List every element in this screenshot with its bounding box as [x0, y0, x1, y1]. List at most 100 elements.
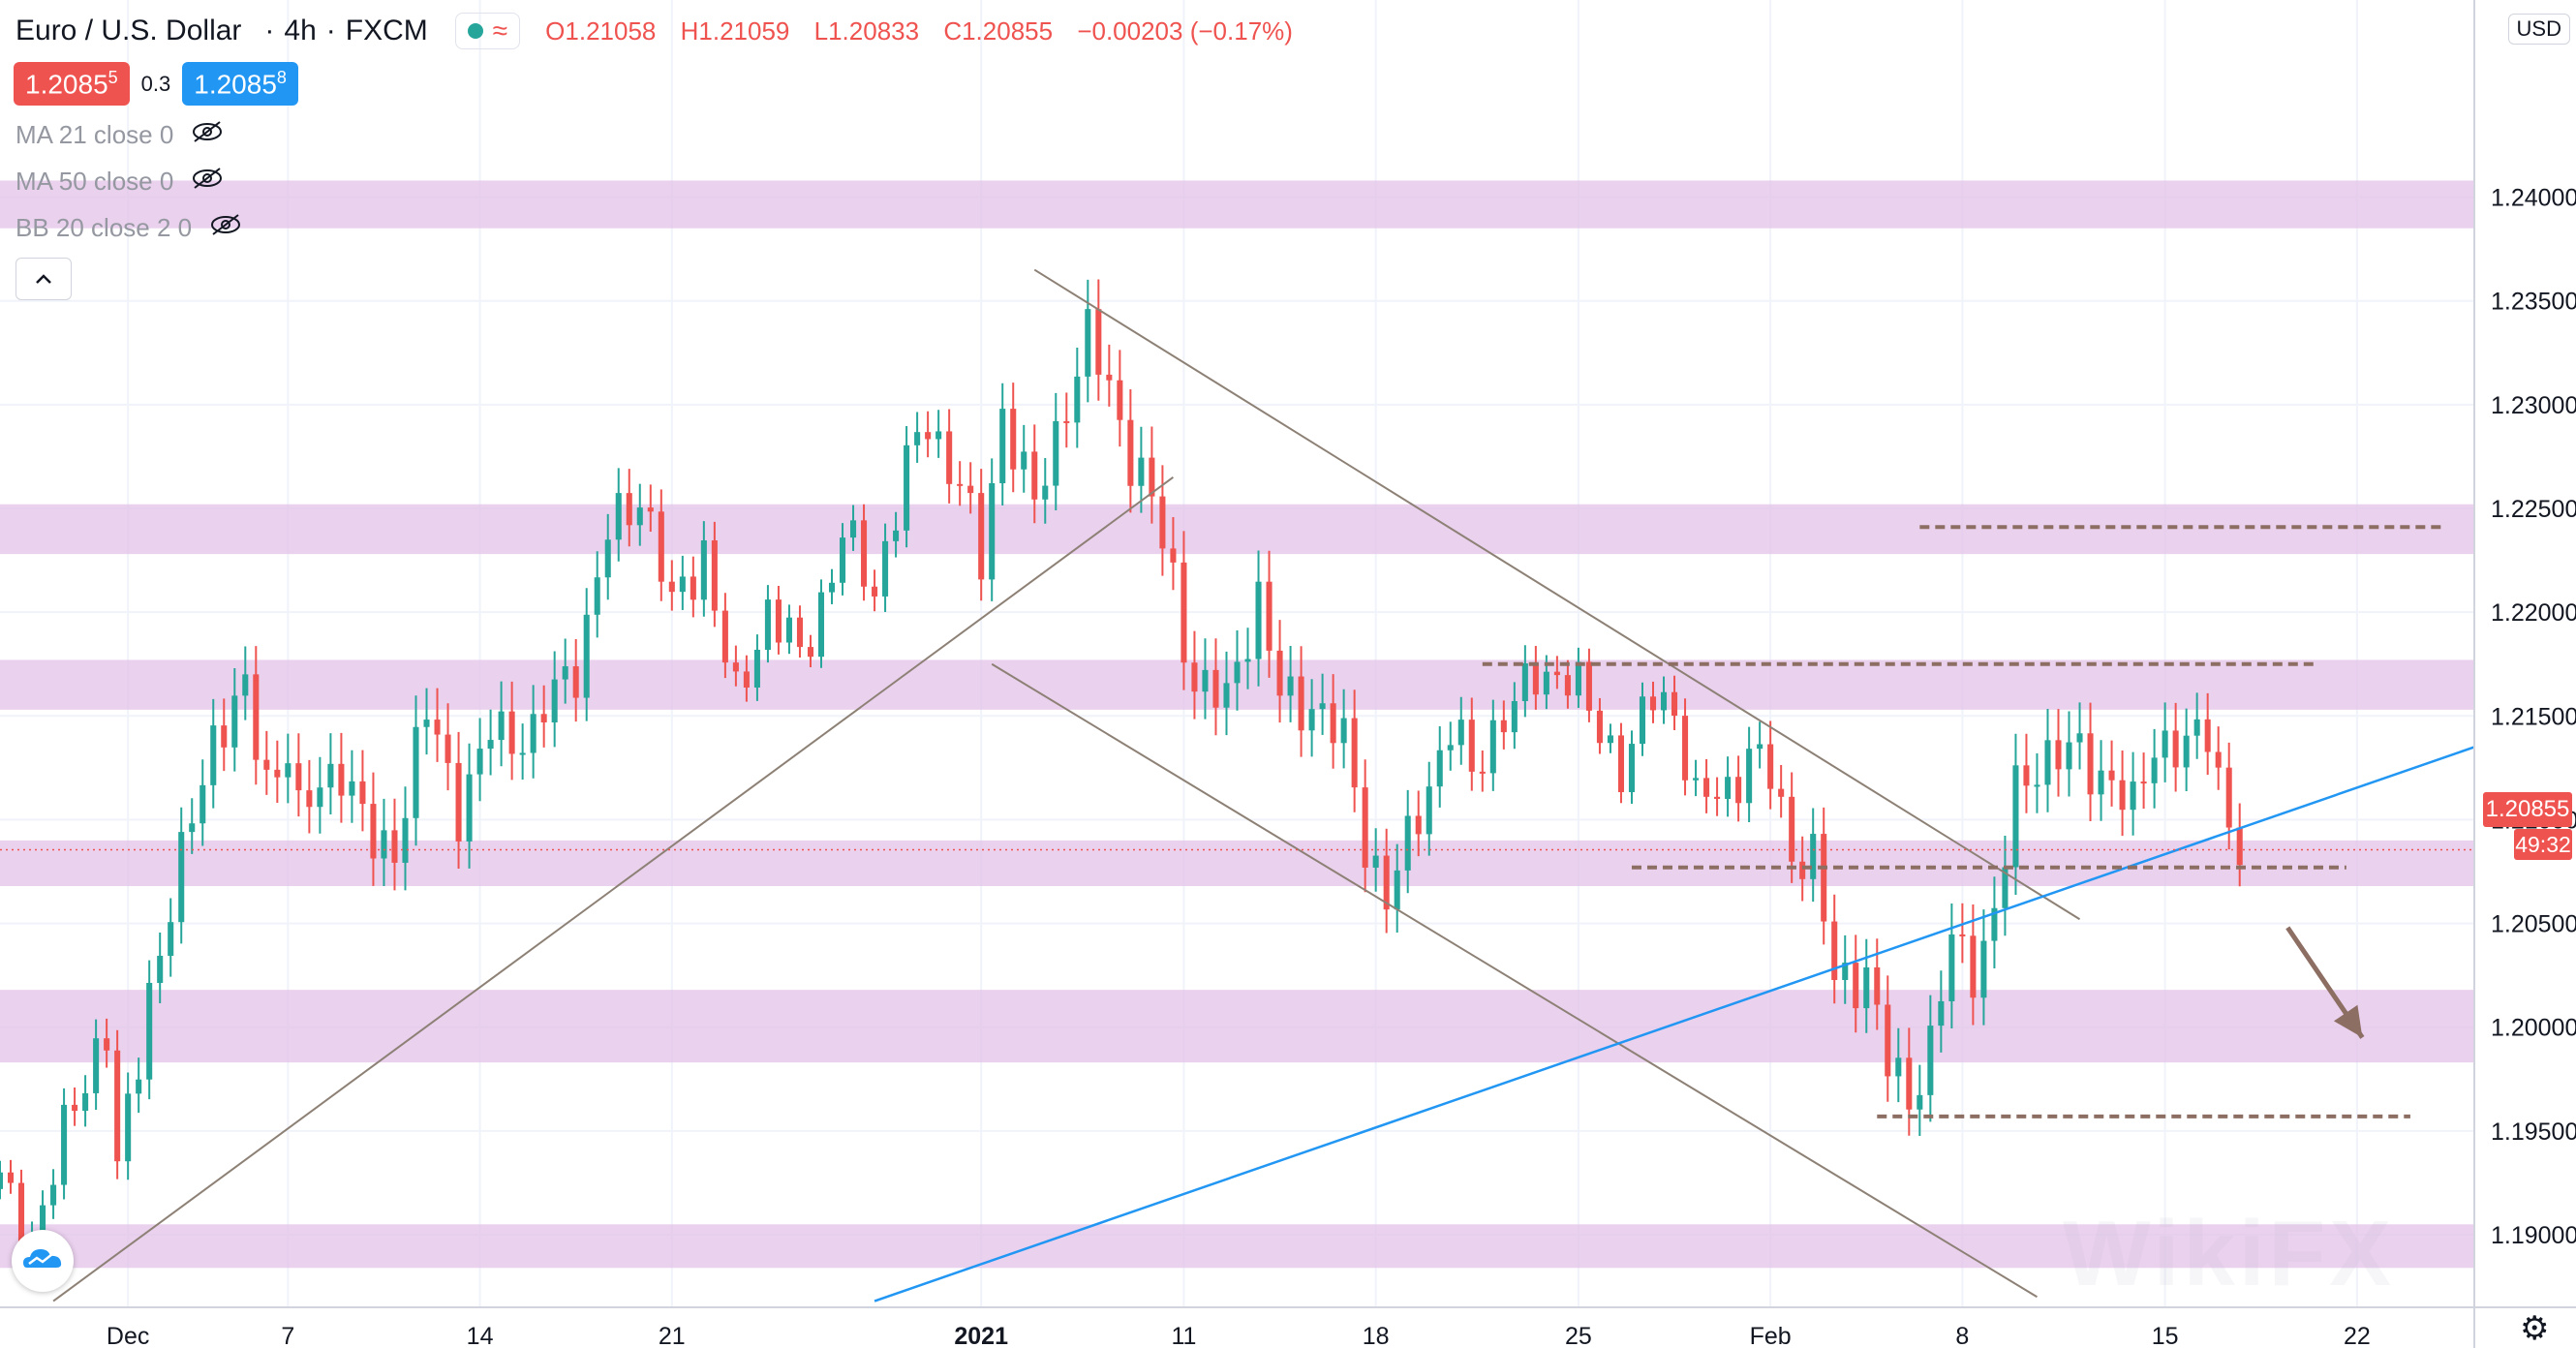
trend-line[interactable] [991, 662, 2038, 1299]
support-resistance-zones [0, 180, 2474, 1269]
indicator-label: MA 21 close 0 [15, 120, 174, 149]
candle-body [72, 1104, 78, 1112]
candle-body [274, 769, 281, 778]
candle-body [1543, 671, 1549, 695]
price-tick-label: 1.24000 [2491, 185, 2576, 212]
candle-body [295, 763, 302, 791]
tradingview-logo-button[interactable] [12, 1230, 74, 1292]
candle-body [850, 520, 857, 538]
time-tick-label: 15 [2152, 1323, 2179, 1348]
header-separator: · [264, 15, 275, 46]
candle-body [1212, 669, 1219, 708]
candle-body [626, 493, 632, 526]
indicator-ma50[interactable]: MA 50 close 0 [15, 167, 224, 197]
indicator-label: BB 20 close 2 0 [15, 213, 193, 242]
candle-body [210, 725, 217, 785]
candle-body [989, 483, 996, 580]
drawn-trend-lines[interactable] [0, 268, 2475, 1302]
candle-body [1778, 788, 1785, 797]
interval-label[interactable]: 4h [284, 15, 317, 46]
candle-body [1671, 691, 1678, 717]
candle-body [785, 617, 792, 643]
candle-body [1031, 451, 1038, 500]
market-open-icon [467, 23, 483, 39]
candle-body [1575, 661, 1581, 696]
candle-body [146, 982, 153, 1080]
high-value: H1.21059 [680, 15, 790, 46]
indicator-bb20[interactable]: BB 20 close 2 0 [15, 213, 242, 243]
candle-body [125, 1093, 132, 1162]
candle-body [1415, 815, 1422, 835]
candle-body [658, 511, 664, 582]
candle-body [2130, 781, 2136, 811]
candle-body [1714, 796, 1721, 799]
sr-zone [0, 1224, 2474, 1269]
header-separator: · [325, 15, 336, 46]
time-tick-label: 2021 [954, 1323, 1008, 1348]
candle-body [893, 530, 900, 541]
candle-body [1191, 662, 1198, 692]
candle-body [1479, 771, 1486, 774]
candle-body [1596, 710, 1603, 744]
candle-body [1532, 662, 1539, 695]
cloud-logo-icon [21, 1244, 64, 1278]
candle-body [1042, 485, 1049, 500]
trend-line[interactable] [52, 476, 1175, 1302]
candle-body [1938, 1000, 1945, 1026]
close-value: C1.20855 [943, 15, 1054, 46]
candle-body [1980, 940, 1987, 998]
eye-hidden-icon[interactable] [191, 120, 224, 150]
trend-line[interactable] [1033, 268, 2081, 921]
candle-body [370, 804, 377, 859]
time-tick-label: 25 [1565, 1323, 1592, 1348]
candle-body [540, 714, 547, 723]
sell-price-sup: 5 [107, 68, 118, 87]
candle-body [402, 817, 409, 863]
settings-gear-icon[interactable]: ⚙ [2520, 1310, 2550, 1347]
candle-body [1095, 309, 1102, 375]
currency-label[interactable]: USD [2507, 14, 2570, 45]
eye-hidden-icon[interactable] [209, 213, 242, 243]
candle-body [679, 576, 686, 593]
sell-button[interactable]: 1.20855 [14, 62, 130, 107]
candle-body [1021, 451, 1027, 470]
candle-body [327, 763, 334, 788]
candle-body [2151, 757, 2158, 783]
candle-body [391, 830, 398, 863]
quote-buttons: 1.20855 0.3 1.20858 [14, 62, 298, 107]
candle-body [2162, 730, 2168, 758]
candle-body [2204, 719, 2211, 752]
candle-body [743, 671, 750, 689]
candle-body [647, 507, 654, 512]
market-status-pill[interactable]: ≈ [454, 13, 521, 49]
blue-trend-line[interactable] [874, 746, 2475, 1302]
candle-body [1426, 786, 1432, 835]
candle-body [1564, 675, 1571, 696]
spread-value: 0.3 [140, 71, 171, 96]
candle-body [1117, 380, 1123, 420]
candle-body [2034, 784, 2040, 787]
candle-body [1617, 735, 1624, 793]
candle-body [2172, 730, 2179, 768]
candle-body [2183, 735, 2190, 768]
candle-body [1063, 420, 1070, 423]
buy-button[interactable]: 1.20858 [182, 62, 298, 107]
candle-body [914, 432, 921, 445]
arrow-head-icon [2333, 1004, 2363, 1038]
candle-body [2193, 719, 2200, 736]
candle-body [1660, 691, 1668, 711]
collapse-legend-button[interactable] [15, 258, 72, 300]
candle-body [1948, 934, 1955, 1001]
candle-body [1298, 676, 1304, 731]
symbol-title[interactable]: Euro / U.S. Dollar [15, 15, 242, 46]
candle-body [711, 540, 718, 611]
indicator-ma21[interactable]: MA 21 close 0 [15, 120, 224, 150]
candle-body [1085, 309, 1091, 377]
time-tick-label: Dec [107, 1323, 149, 1348]
eye-hidden-icon[interactable] [191, 167, 224, 197]
candle-body [285, 763, 291, 778]
candle-body [466, 774, 473, 842]
candle-body [338, 763, 345, 796]
candle-body [1842, 963, 1849, 980]
